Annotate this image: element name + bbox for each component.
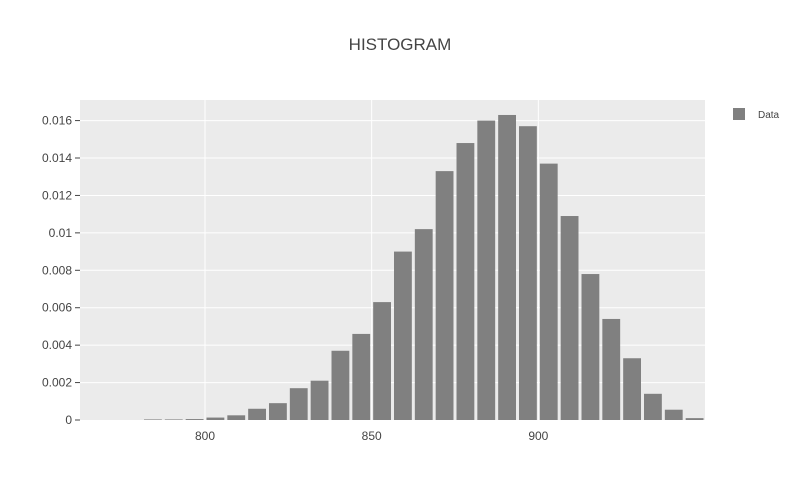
histogram-bar[interactable] <box>289 388 308 420</box>
histogram-bar[interactable] <box>269 403 287 420</box>
histogram-bar[interactable] <box>581 274 600 420</box>
histogram-bar[interactable] <box>644 393 662 420</box>
histogram-bar[interactable] <box>664 409 683 420</box>
histogram-bar[interactable] <box>560 216 579 420</box>
y-tick-label: 0.014 <box>42 151 72 165</box>
y-tick-label: 0.01 <box>49 226 73 240</box>
histogram-bar[interactable] <box>227 415 246 420</box>
y-tick-label: 0.006 <box>42 301 72 315</box>
y-tick-label: 0 <box>65 413 72 427</box>
y-tick-label: 0.008 <box>42 263 72 277</box>
x-gridlines <box>204 100 539 420</box>
histogram-bar[interactable] <box>414 229 433 420</box>
histogram-bar[interactable] <box>539 163 558 420</box>
y-tick-label: 0.002 <box>42 376 72 390</box>
histogram-bar[interactable] <box>352 333 371 420</box>
histogram-bar[interactable] <box>623 358 641 420</box>
histogram-bars <box>144 114 704 421</box>
histogram-bar[interactable] <box>456 143 475 420</box>
histogram-bar[interactable] <box>498 114 516 420</box>
x-tick-label: 900 <box>528 429 548 443</box>
histogram-bar[interactable] <box>394 251 412 420</box>
histogram-bar[interactable] <box>435 171 454 420</box>
legend-label: Data <box>758 110 780 121</box>
histogram-bar[interactable] <box>331 350 350 420</box>
y-tick-label: 0.012 <box>42 188 72 202</box>
legend[interactable]: Data <box>733 108 780 121</box>
histogram-bar[interactable] <box>519 126 537 421</box>
histogram-bar[interactable] <box>310 380 329 420</box>
histogram-bar[interactable] <box>602 318 621 420</box>
x-tick-label: 800 <box>195 429 215 443</box>
histogram-bar[interactable] <box>164 419 183 420</box>
y-gridlines <box>80 120 705 384</box>
histogram-bar[interactable] <box>248 408 266 420</box>
plot-area <box>80 100 705 420</box>
y-tick-label: 0.004 <box>42 338 72 352</box>
x-tick-label: 850 <box>362 429 382 443</box>
histogram-bar[interactable] <box>477 120 496 421</box>
histogram-bar[interactable] <box>144 419 162 420</box>
histogram-bar[interactable] <box>206 417 225 420</box>
histogram-bar[interactable] <box>373 302 391 420</box>
legend-swatch <box>733 108 745 120</box>
histogram-bar[interactable] <box>185 419 204 420</box>
chart-title: HISTOGRAM <box>349 35 452 54</box>
y-tick-label: 0.016 <box>42 114 72 128</box>
y-axis: 0 0.002 0.004 0.006 0.008 0.01 0.012 0.014 0.016 <box>42 114 80 427</box>
histogram-bar[interactable] <box>685 418 704 420</box>
x-axis: 800 850 900 <box>195 429 549 443</box>
